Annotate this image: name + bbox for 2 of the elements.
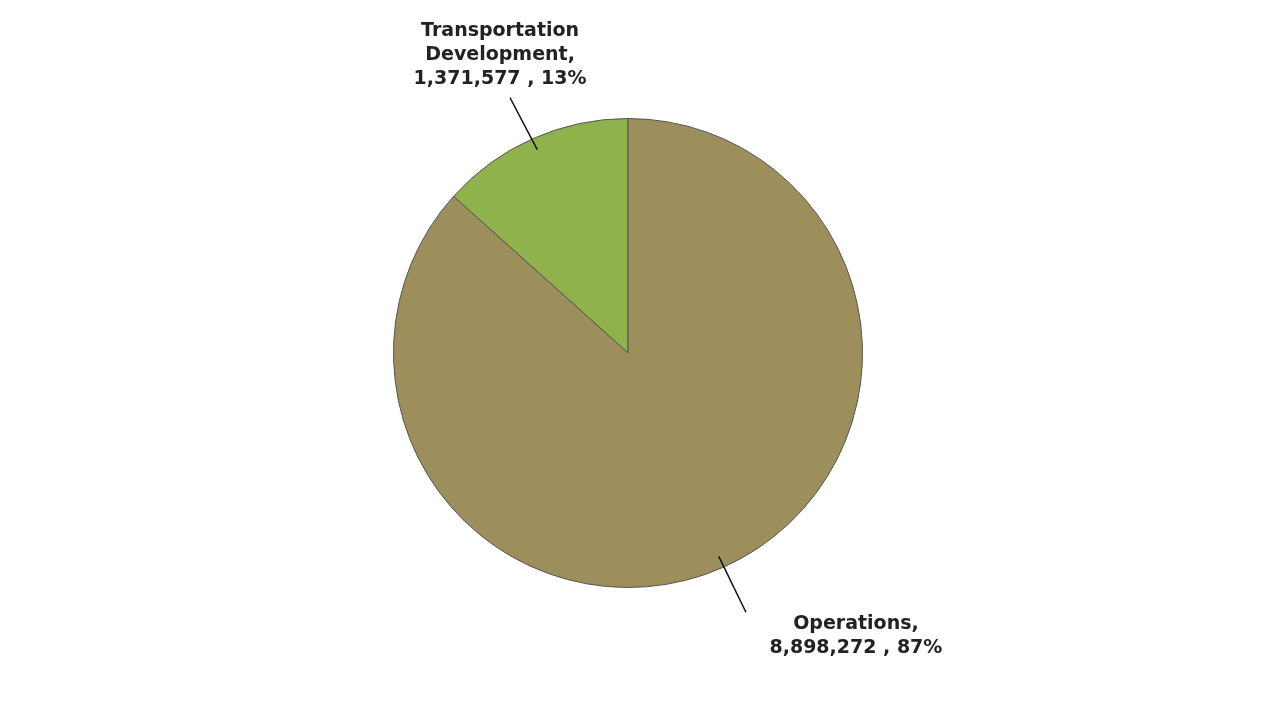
slice-label: Transportation Development, 1,371,577 , 13% xyxy=(413,18,587,89)
slice-label: Operations, 8,898,272 , 87% xyxy=(769,610,943,657)
